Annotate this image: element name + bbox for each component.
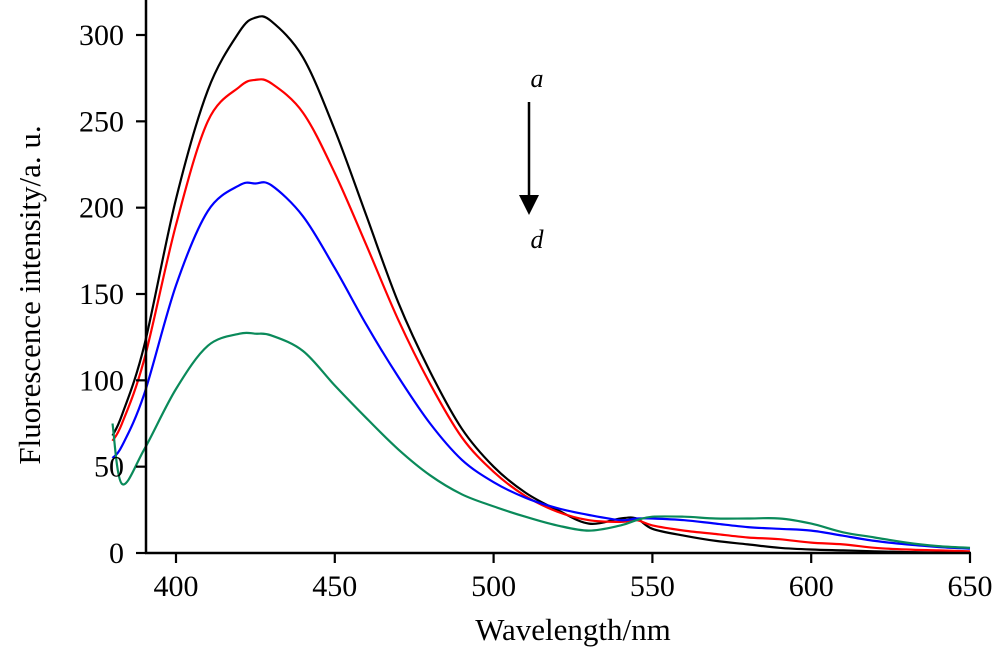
y-tick-label: 0	[109, 537, 124, 570]
x-tick-label: 650	[948, 570, 993, 603]
y-tick-label: 50	[94, 451, 124, 484]
arrow-top-label: a	[531, 64, 544, 93]
series-line-a	[111, 15, 971, 554]
x-tick-label: 450	[312, 570, 357, 603]
y-axis-title: Fluorescence intensity/a. u.	[12, 125, 47, 464]
y-tick-label: 300	[79, 19, 124, 52]
x-tick-label: 600	[789, 570, 834, 603]
x-axis-title: Wavelength/nm	[475, 612, 671, 647]
trend-arrow-head-icon	[519, 195, 539, 215]
arrow-bottom-label: d	[531, 225, 545, 254]
ticks-layer: 400 450 500 550 600 650 0 50 100 150 200 250 300	[79, 19, 993, 603]
x-tick-label: 500	[471, 570, 516, 603]
y-tick-label: 200	[79, 192, 124, 225]
series-line-d	[111, 331, 971, 549]
series-line-b	[111, 78, 971, 553]
series-line-c	[111, 181, 971, 550]
series-layer	[111, 15, 971, 554]
y-tick-label: 150	[79, 278, 124, 311]
y-tick-label: 100	[79, 364, 124, 397]
axes-layer	[144, 0, 971, 555]
x-tick-label: 550	[630, 570, 675, 603]
y-tick-label: 250	[79, 105, 124, 138]
trend-annotation: a d	[519, 64, 545, 254]
x-tick-label: 400	[154, 570, 199, 603]
